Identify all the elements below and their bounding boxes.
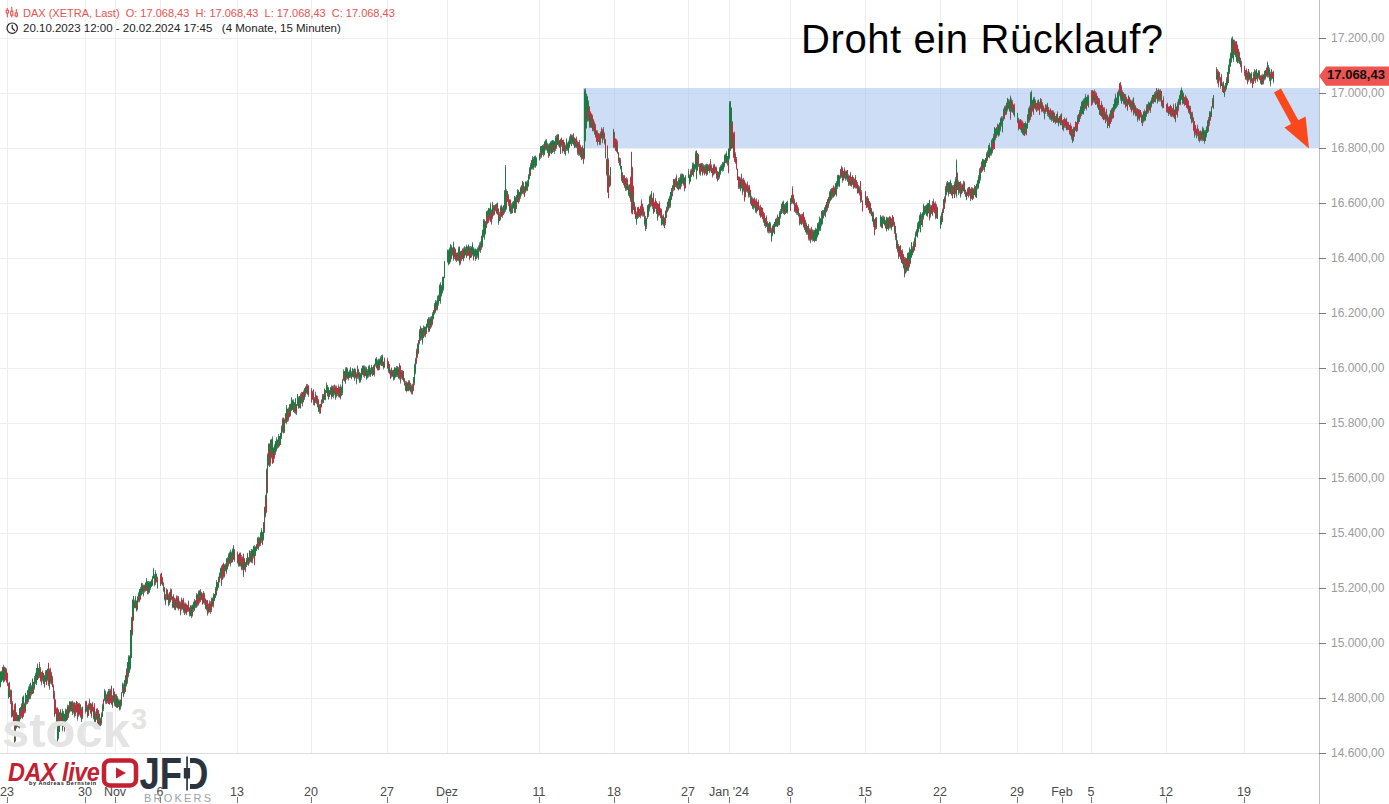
svg-text:JFD: JFD — [140, 749, 209, 798]
